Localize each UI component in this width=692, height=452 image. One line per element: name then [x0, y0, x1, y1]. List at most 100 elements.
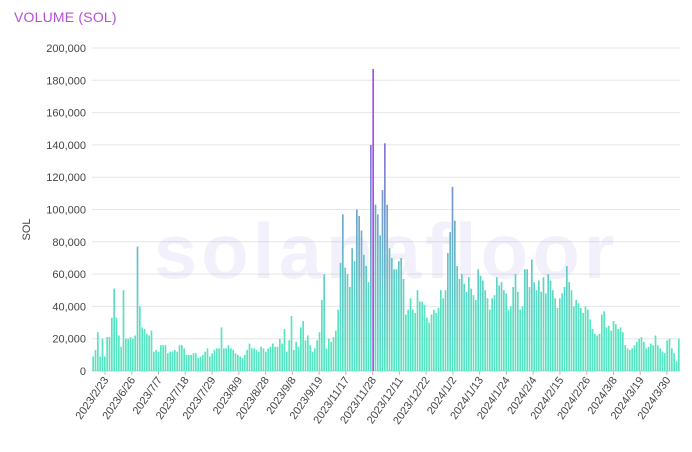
bar[interactable] — [535, 290, 538, 371]
bar[interactable] — [106, 337, 109, 371]
bar[interactable] — [547, 274, 550, 371]
bar[interactable] — [276, 346, 279, 371]
bar[interactable] — [596, 335, 599, 371]
bar[interactable] — [626, 348, 629, 371]
bar[interactable] — [565, 266, 568, 371]
bar[interactable] — [169, 351, 172, 371]
bar[interactable] — [465, 291, 468, 371]
bar[interactable] — [143, 329, 146, 371]
bar[interactable] — [257, 351, 260, 371]
bar[interactable] — [428, 322, 431, 371]
bar[interactable] — [453, 220, 456, 371]
bar[interactable] — [411, 309, 414, 371]
bar[interactable] — [484, 290, 487, 371]
bar[interactable] — [344, 267, 347, 371]
bar[interactable] — [533, 282, 536, 371]
bar[interactable] — [603, 311, 606, 371]
bar[interactable] — [227, 345, 230, 371]
bar[interactable] — [334, 330, 337, 372]
bar[interactable] — [509, 306, 512, 371]
bar[interactable] — [425, 317, 428, 371]
bar[interactable] — [145, 333, 148, 371]
bar[interactable] — [164, 345, 167, 371]
bar[interactable] — [491, 298, 494, 371]
bar[interactable] — [472, 295, 475, 371]
bar[interactable] — [418, 301, 421, 371]
bar[interactable] — [423, 304, 426, 371]
bar[interactable] — [176, 351, 179, 371]
bar[interactable] — [477, 269, 480, 371]
bar[interactable] — [208, 356, 211, 371]
bar[interactable] — [435, 312, 438, 371]
bar[interactable] — [584, 306, 587, 371]
bar[interactable] — [117, 335, 120, 371]
bar[interactable] — [372, 69, 375, 371]
bar[interactable] — [376, 214, 379, 371]
bar[interactable] — [638, 338, 641, 371]
bar[interactable] — [271, 343, 274, 371]
bar[interactable] — [297, 346, 300, 371]
bar[interactable] — [353, 261, 356, 371]
bar[interactable] — [260, 346, 263, 371]
bar[interactable] — [248, 343, 251, 371]
bar[interactable] — [150, 330, 153, 372]
bar[interactable] — [579, 308, 582, 371]
bar[interactable] — [430, 314, 433, 371]
bar[interactable] — [94, 350, 97, 371]
bar[interactable] — [339, 262, 342, 371]
bar[interactable] — [388, 248, 391, 371]
bar[interactable] — [355, 209, 358, 372]
bar[interactable] — [633, 345, 636, 371]
bar[interactable] — [645, 348, 648, 371]
bar[interactable] — [414, 312, 417, 371]
bar[interactable] — [278, 338, 281, 371]
bar[interactable] — [577, 303, 580, 371]
bar[interactable] — [537, 280, 540, 371]
bar[interactable] — [397, 261, 400, 371]
bar[interactable] — [449, 232, 452, 371]
bar[interactable] — [395, 269, 398, 371]
bar[interactable] — [652, 345, 655, 371]
bar[interactable] — [341, 214, 344, 371]
bar[interactable] — [617, 329, 620, 371]
bar[interactable] — [292, 350, 295, 371]
bar[interactable] — [183, 348, 186, 371]
bar[interactable] — [530, 259, 533, 371]
bar[interactable] — [663, 353, 666, 371]
bar[interactable] — [598, 333, 601, 371]
bar[interactable] — [521, 306, 524, 371]
bar[interactable] — [561, 293, 564, 371]
bar[interactable] — [122, 290, 125, 371]
bar[interactable] — [544, 293, 547, 371]
bar[interactable] — [166, 353, 169, 371]
bar[interactable] — [101, 338, 104, 371]
bar[interactable] — [463, 283, 466, 371]
bar[interactable] — [327, 338, 330, 371]
bar[interactable] — [467, 277, 470, 371]
bar[interactable] — [495, 277, 498, 371]
bar[interactable] — [348, 287, 351, 371]
bar[interactable] — [241, 358, 244, 371]
bar[interactable] — [323, 274, 326, 371]
bar[interactable] — [330, 341, 333, 371]
bar[interactable] — [197, 358, 200, 371]
bar[interactable] — [309, 345, 312, 371]
bar[interactable] — [460, 274, 463, 371]
bar[interactable] — [220, 327, 223, 371]
bar[interactable] — [409, 298, 412, 371]
bar[interactable] — [134, 335, 137, 371]
bar[interactable] — [96, 332, 99, 371]
bar[interactable] — [516, 291, 519, 371]
bar[interactable] — [213, 350, 216, 371]
bar[interactable] — [120, 346, 123, 371]
bar[interactable] — [393, 269, 396, 371]
bar[interactable] — [362, 254, 365, 371]
bar[interactable] — [442, 298, 445, 371]
bar[interactable] — [215, 348, 218, 371]
bar[interactable] — [311, 351, 314, 371]
bar[interactable] — [318, 332, 321, 371]
bar[interactable] — [558, 298, 561, 371]
bar[interactable] — [572, 306, 575, 371]
bar[interactable] — [542, 277, 545, 371]
bar[interactable] — [232, 350, 235, 371]
